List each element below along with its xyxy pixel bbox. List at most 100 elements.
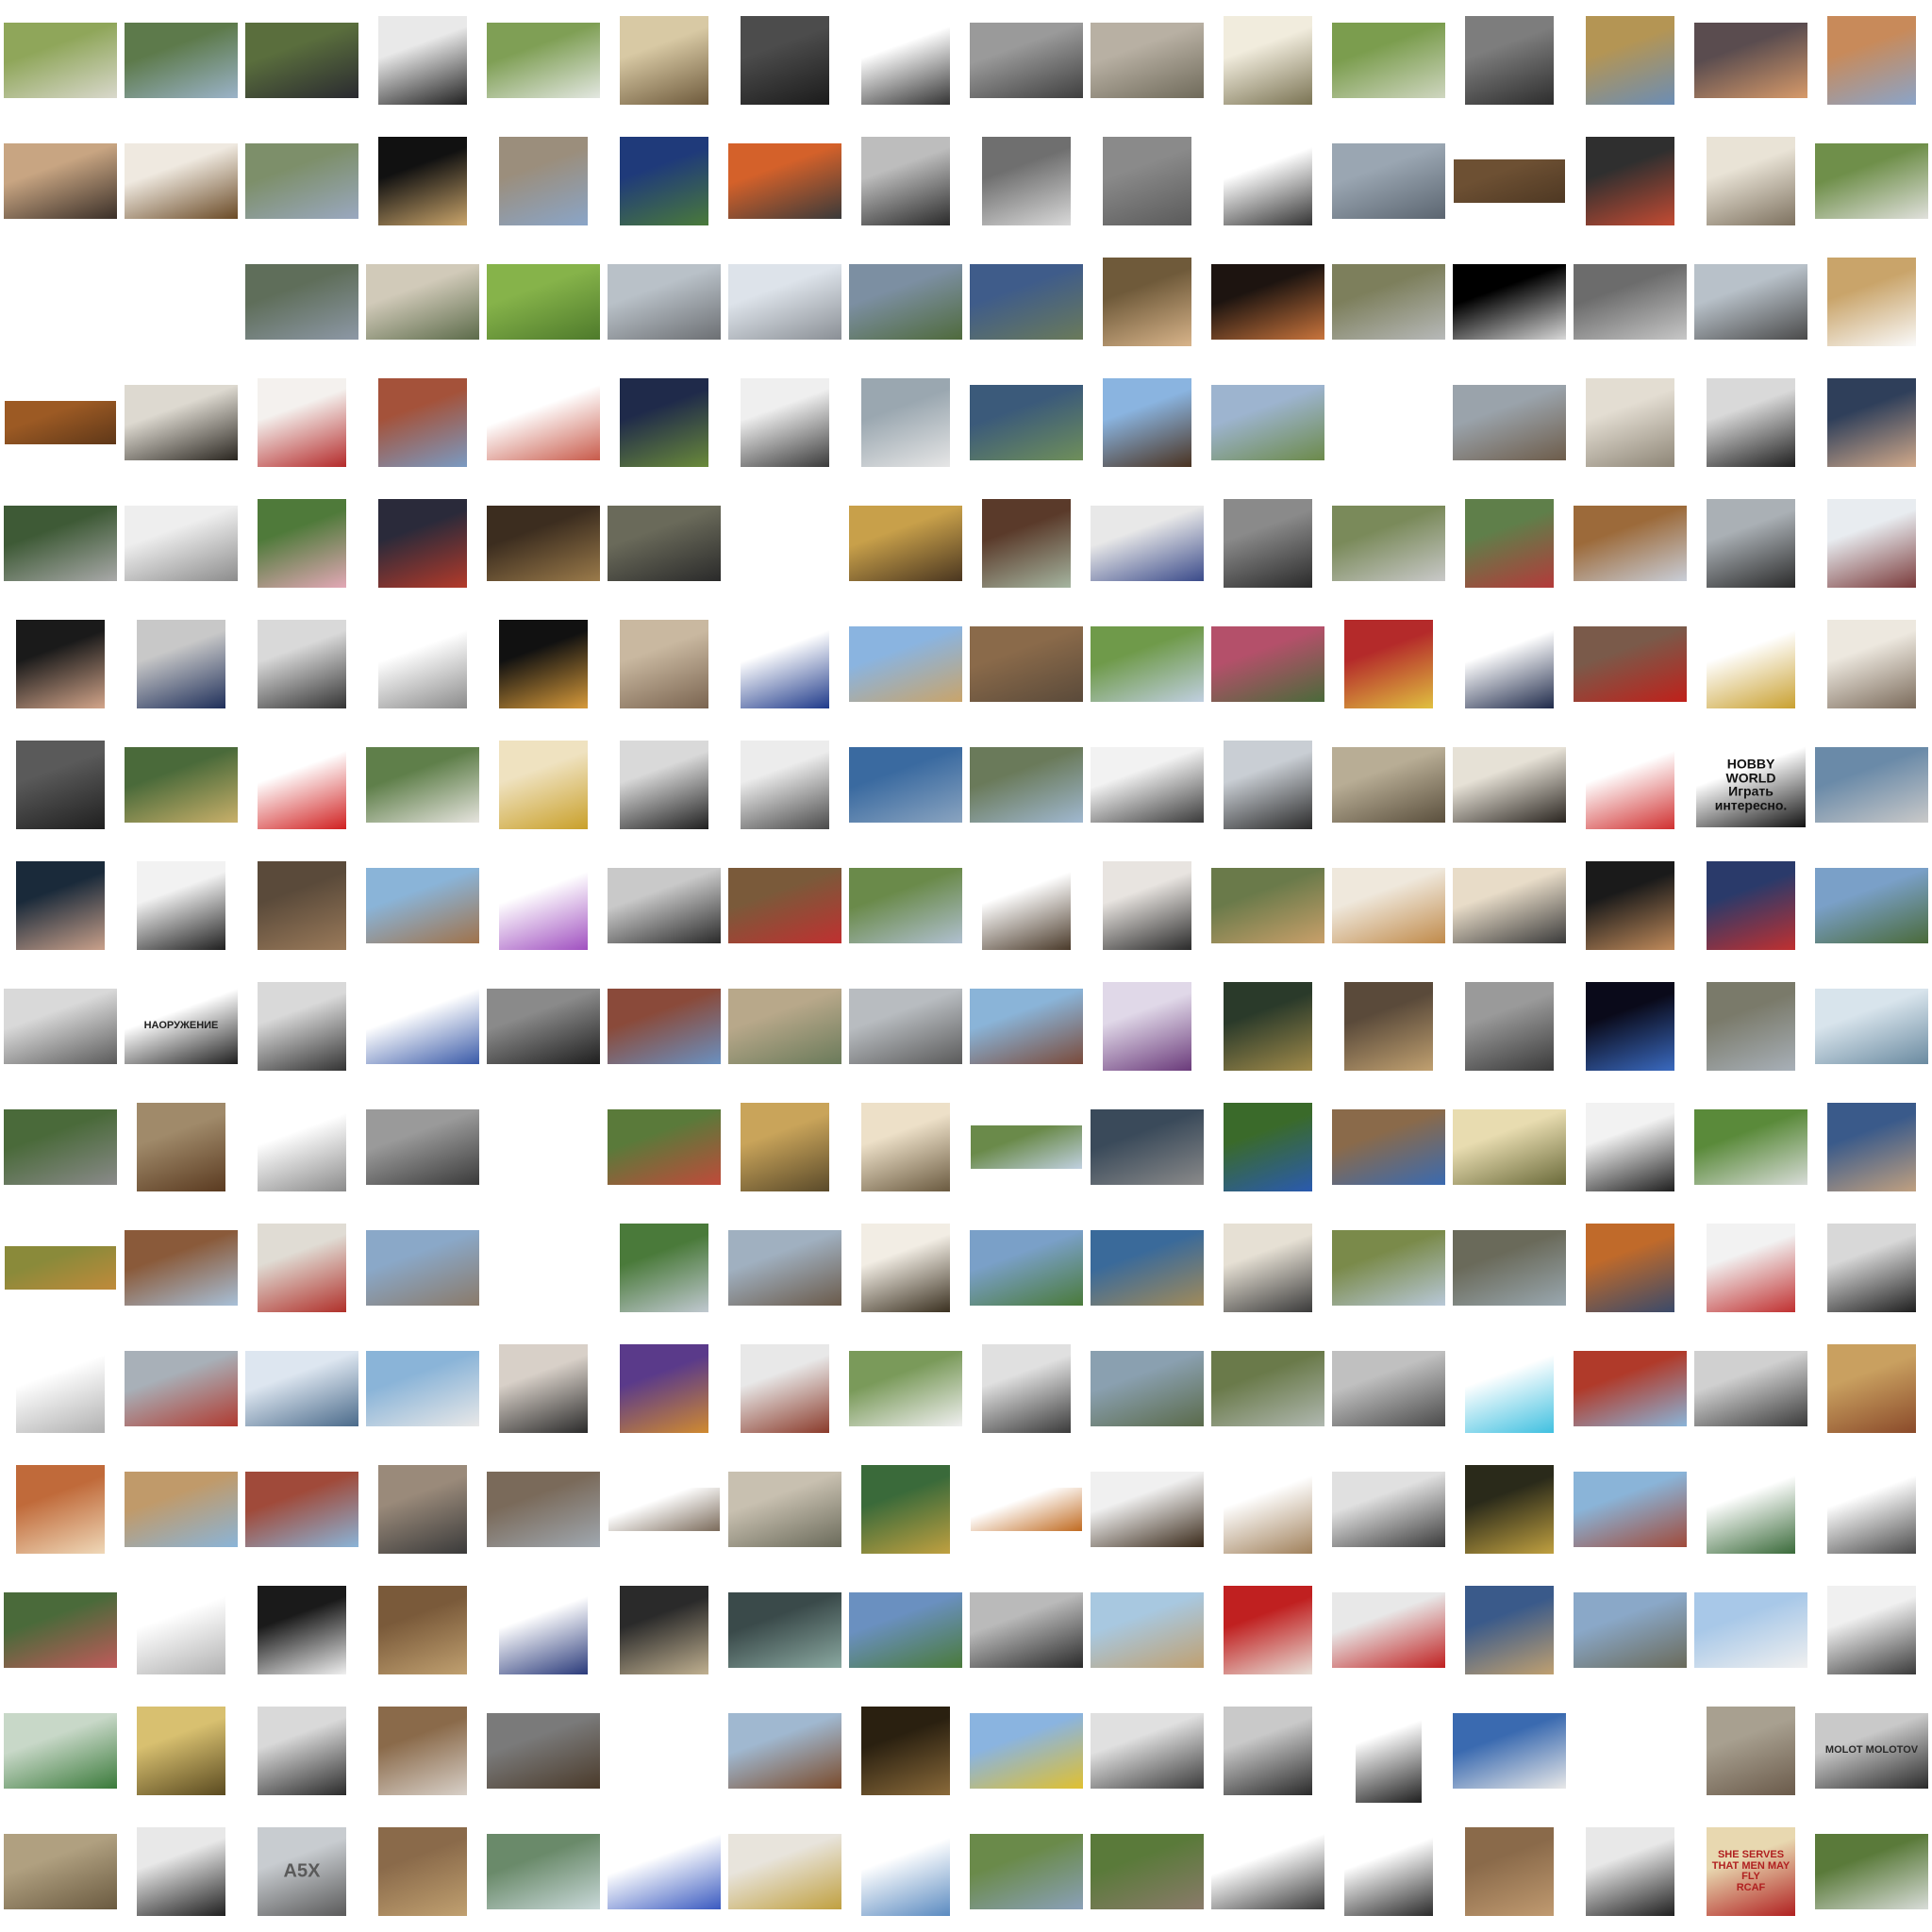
bearded-man-glasses-thumbnail[interactable] — [982, 1344, 1071, 1433]
battle-scene-painting-thumbnail[interactable] — [378, 1586, 467, 1674]
steamship-bw-thumbnail[interactable] — [1332, 1472, 1445, 1547]
street-clock-thumbnail[interactable] — [1707, 499, 1795, 588]
antique-certificate-thumbnail[interactable] — [1453, 1109, 1566, 1185]
victorian-house-thumbnail[interactable] — [1586, 16, 1674, 105]
sierpinski-triangle-thumbnail[interactable] — [16, 1344, 105, 1433]
mountain-lake-thumbnail[interactable] — [1091, 1230, 1204, 1306]
aerial-landscape-sepia-thumbnail[interactable] — [4, 1834, 117, 1909]
feather-costume-thumbnail[interactable] — [1827, 258, 1916, 346]
oval-portrait-painting-thumbnail[interactable] — [982, 861, 1071, 950]
crocodile-sketch-thumbnail[interactable] — [1827, 1465, 1916, 1554]
chinese-emperor-painting-thumbnail[interactable] — [499, 741, 588, 829]
old-book-page-thumbnail[interactable] — [1827, 620, 1916, 708]
ornate-building-thumbnail[interactable] — [1827, 16, 1916, 105]
police-car-thumbnail[interactable] — [366, 989, 479, 1064]
gothic-church-thumbnail[interactable] — [499, 137, 588, 225]
award-ceremony-thumbnail[interactable] — [1827, 1103, 1916, 1191]
red-train-station-thumbnail[interactable] — [1574, 1351, 1687, 1426]
stadium-exterior-thumbnail[interactable] — [245, 264, 358, 340]
fossil-bones-thumbnail[interactable] — [1224, 1465, 1312, 1554]
text-document-scan-thumbnail[interactable] — [1103, 137, 1191, 225]
bronze-relief-thumbnail[interactable] — [258, 861, 346, 950]
explosion-at-sea-thumbnail[interactable] — [1815, 747, 1928, 823]
satellite-region-map-thumbnail[interactable] — [1707, 1465, 1795, 1554]
man-in-suit-portrait-thumbnail[interactable] — [1827, 378, 1916, 467]
gardener-photo-bw-thumbnail[interactable] — [258, 982, 346, 1071]
bearded-man-bw-thumbnail[interactable] — [16, 741, 105, 829]
couple-in-snow-thumbnail[interactable] — [1827, 499, 1916, 588]
wooden-artifact-thumbnail[interactable] — [1344, 982, 1433, 1071]
elderly-man-bw-thumbnail[interactable] — [1465, 16, 1554, 105]
countryside-fields-thumbnail[interactable] — [1332, 1230, 1445, 1306]
black-beetle-thumbnail[interactable] — [125, 385, 238, 460]
group-photo-bw-thumbnail[interactable] — [608, 868, 721, 943]
town-square-thumbnail[interactable] — [1453, 385, 1566, 460]
volleyball-player-thumbnail[interactable] — [1344, 620, 1433, 708]
stone-castle-thumbnail[interactable] — [1707, 982, 1795, 1071]
molotov-storefront-thumbnail[interactable]: MOLOT MOLOTOV — [1815, 1713, 1928, 1789]
domed-pavilion-thumbnail[interactable] — [970, 264, 1083, 340]
shopping-street-thumbnail[interactable] — [125, 1351, 238, 1426]
chinook-helicopter-thumbnail[interactable] — [1694, 264, 1807, 340]
white-flowers-macro-thumbnail[interactable] — [258, 1586, 346, 1674]
military-insignia-thumbnail[interactable] — [1707, 620, 1795, 708]
hindu-deities-thumbnail[interactable] — [620, 1344, 708, 1433]
distant-hills-thumbnail[interactable] — [971, 1125, 1082, 1169]
still-life-fruit-thumbnail[interactable] — [487, 1713, 600, 1789]
woman-portrait-1960s-thumbnail[interactable] — [1586, 1103, 1674, 1191]
sandbox-diagram-thumbnail[interactable] — [608, 1834, 721, 1909]
street-sunset-thumbnail[interactable] — [1694, 23, 1807, 98]
man-blue-sweater-thumbnail[interactable] — [499, 1586, 588, 1674]
school-building-thumbnail[interactable] — [728, 1713, 841, 1789]
bracket-drawing-thumbnail[interactable] — [861, 16, 950, 105]
vintage-car-bw-thumbnail[interactable] — [1091, 1713, 1204, 1789]
older-man-portrait-thumbnail[interactable] — [1224, 499, 1312, 588]
eagle-painting-thumbnail[interactable] — [861, 1224, 950, 1312]
mountain-ruins-bw-thumbnail[interactable] — [1574, 264, 1687, 340]
indian-painting-thumbnail[interactable] — [1827, 1344, 1916, 1433]
man-autumn-leaves-thumbnail[interactable] — [1586, 1224, 1674, 1312]
neoclassical-mansion-thumbnail[interactable] — [366, 747, 479, 823]
tunnel-entrance-thumbnail[interactable] — [1815, 868, 1928, 943]
english-pub-thumbnail[interactable] — [1091, 1472, 1204, 1547]
cathedral-town-thumbnail[interactable] — [970, 747, 1083, 823]
county-map-ohio-thumbnail[interactable] — [1465, 1344, 1554, 1433]
wooden-paddle-thumbnail[interactable] — [971, 1488, 1082, 1531]
chemical-structure-thumbnail[interactable] — [1224, 137, 1312, 225]
hillside-ruins-thumbnail[interactable] — [1091, 1834, 1204, 1909]
hillside-village-thumbnail[interactable] — [1332, 506, 1445, 581]
eaten-apple-thumbnail[interactable] — [258, 1224, 346, 1312]
carved-wood-panel-thumbnail[interactable] — [378, 1827, 467, 1916]
cargo-plane-thumbnail[interactable] — [125, 506, 238, 581]
terrain-map-thumbnail[interactable] — [4, 989, 117, 1064]
double-decker-bus-thumbnail[interactable] — [1091, 506, 1204, 581]
outdoor-market-thumbnail[interactable] — [1211, 868, 1324, 943]
stone-tower-temple-thumbnail[interactable] — [620, 620, 708, 708]
helicopter-on-airfield-thumbnail[interactable] — [608, 264, 721, 340]
coastal-view-thumbnail[interactable] — [849, 1592, 962, 1668]
workshop-models-thumbnail[interactable] — [1332, 1109, 1445, 1185]
red-berries-thumbnail[interactable] — [258, 378, 346, 467]
snowy-harbor-thumbnail[interactable] — [1815, 989, 1928, 1064]
railway-station-thumbnail[interactable] — [4, 506, 117, 581]
atrium-interior-thumbnail[interactable] — [728, 1592, 841, 1668]
airliner-on-tarmac-thumbnail[interactable] — [1453, 1713, 1566, 1789]
ground-beetle-thumbnail[interactable] — [125, 143, 238, 219]
station-building-thumbnail[interactable] — [728, 264, 841, 340]
racing-motorcycle-thumbnail[interactable] — [1332, 1592, 1445, 1668]
military-officer-portrait-thumbnail[interactable] — [1707, 861, 1795, 950]
rolling-hills-thumbnail[interactable] — [1211, 385, 1324, 460]
arcade-building-thumbnail[interactable] — [728, 989, 841, 1064]
tudor-house-thumbnail[interactable] — [1453, 747, 1566, 823]
horse-racing-thumbnail[interactable] — [125, 747, 238, 823]
tall-building-bw-thumbnail[interactable] — [258, 1707, 346, 1795]
cone-shells-thumbnail[interactable] — [1586, 861, 1674, 950]
purple-minerals-thumbnail[interactable] — [1103, 982, 1191, 1071]
modern-building-thumbnail[interactable] — [728, 143, 841, 219]
older-man-smiling-bw-thumbnail[interactable] — [1224, 1707, 1312, 1795]
asian-ink-painting-thumbnail[interactable] — [741, 1103, 829, 1191]
historical-map-thumbnail[interactable] — [499, 861, 588, 950]
estate-lawn-thumbnail[interactable] — [1694, 1109, 1807, 1185]
stained-glass-saint-thumbnail[interactable] — [861, 1465, 950, 1554]
man-portrait-painting-thumbnail[interactable] — [378, 499, 467, 588]
